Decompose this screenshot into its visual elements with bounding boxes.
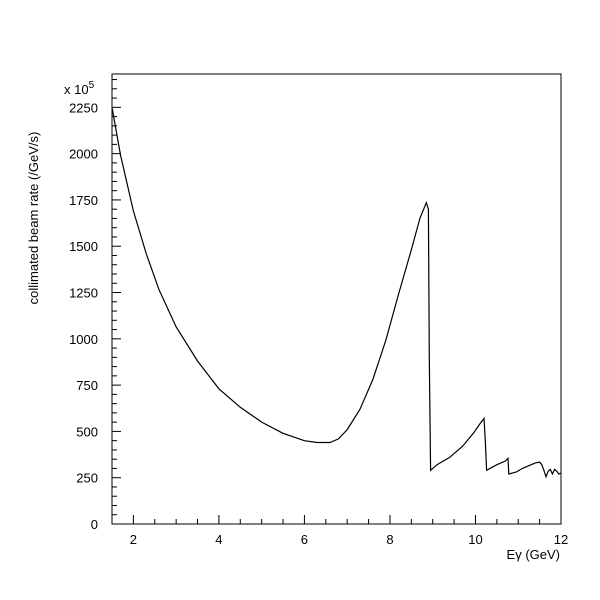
y-tick-label: 1500 — [69, 239, 98, 254]
x-tick-label: 10 — [468, 532, 482, 547]
x-tick-label: 2 — [130, 532, 137, 547]
y-tick-label: 2250 — [69, 100, 98, 115]
y-tick-label: 0 — [91, 517, 98, 532]
y-tick-label: 250 — [76, 471, 98, 486]
y-tick-label: 1750 — [69, 193, 98, 208]
y-tick-label: 500 — [76, 424, 98, 439]
x-tick-label: 6 — [301, 532, 308, 547]
plot-frame — [111, 73, 562, 525]
x-axis-label: Eγ (GeV) — [507, 547, 560, 562]
y-tick-label: 1000 — [69, 332, 98, 347]
y-tick-labels: 0 250 500 750 1000 1250 1500 1750 2000 2250 — [69, 100, 98, 532]
x-tick-label: 12 — [554, 532, 568, 547]
y-tick-label: 1250 — [69, 286, 98, 301]
y-multiplier-label: x 105 — [64, 80, 95, 97]
y-tick-label: 2000 — [69, 147, 98, 162]
axis-ticks — [111, 79, 562, 525]
y-tick-label: 750 — [76, 378, 98, 393]
series-line — [111, 107, 562, 479]
y-axis-label: collimated beam rate (/GeV/s) — [26, 132, 41, 305]
x-tick-labels: 2 4 6 8 10 12 — [130, 532, 568, 547]
x-tick-label: 4 — [215, 532, 222, 547]
y-multiplier-exponent: 5 — [89, 80, 95, 91]
x-tick-label: 8 — [386, 532, 393, 547]
